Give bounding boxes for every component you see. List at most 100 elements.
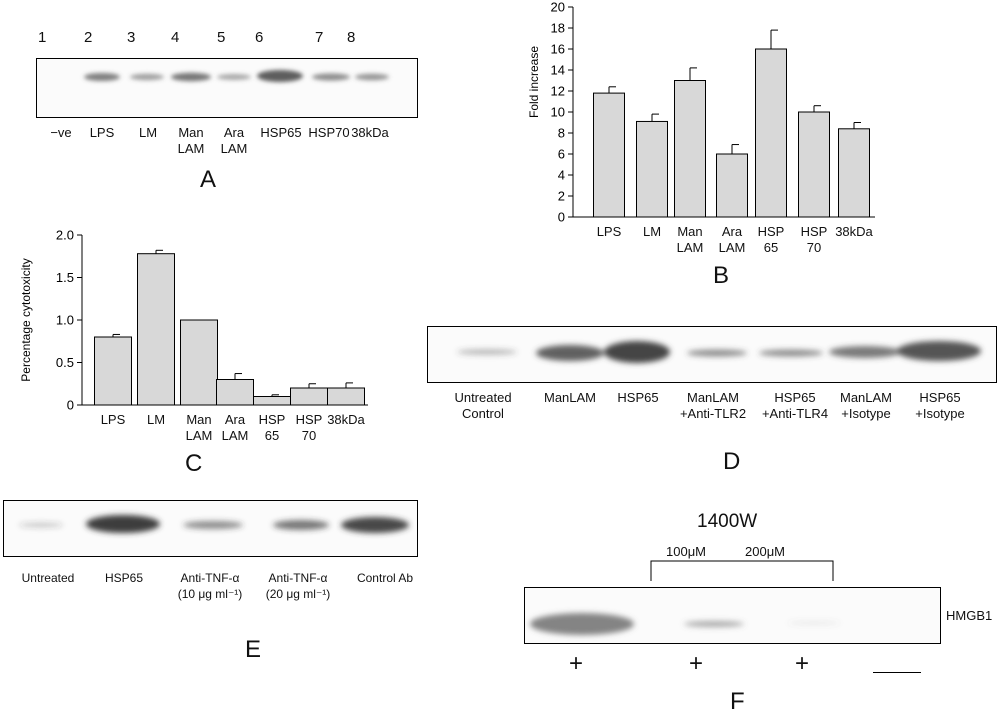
band-e-hsp65 (86, 515, 160, 533)
band-f-lane1 (530, 613, 634, 635)
panel-e-blot (3, 500, 418, 557)
bar-1 (94, 336, 132, 406)
panel-c-category-1: LPS (100, 412, 126, 427)
y-tick-label: 6 (558, 147, 565, 162)
panel-d-letter: D (723, 448, 741, 475)
y-tick-label: 1.5 (56, 270, 74, 285)
panel-e-lane-label-2: HSP65 (104, 571, 144, 585)
bar-3 (180, 319, 218, 406)
band-d-untreated (457, 349, 517, 355)
panel-f-conc-100: 100μM (666, 544, 707, 559)
panel-f-bracket (650, 560, 834, 581)
panel-a-lane-number-2: 2 (84, 29, 93, 46)
band-f-lane2 (684, 621, 744, 627)
panel-f-plus-3: + (795, 650, 810, 677)
y-tick-label: 2 (558, 189, 565, 204)
bar-4 (716, 153, 748, 218)
panel-c-category-3: Man LAM (185, 412, 213, 443)
band-e-anti-tnf-20 (273, 520, 329, 530)
panel-c-category-7: 38kDa (327, 412, 365, 427)
panel-b-category-4: Ara LAM (718, 224, 746, 255)
bar-7 (327, 387, 365, 406)
panel-b-letter: B (713, 262, 730, 289)
bar-1 (593, 92, 625, 218)
band-d-hsp65-isotype (897, 341, 981, 361)
panel-a-lane-label-6: HSP65 (260, 125, 302, 140)
bar-4 (216, 379, 254, 406)
band-a-aralam (217, 74, 251, 80)
panel-f-dash (873, 672, 921, 673)
panel-a-lane-number-7: 7 (315, 29, 324, 46)
panel-d-lane-label-6: ManLAM +Isotype (839, 390, 893, 421)
panel-f-letter: F (730, 688, 745, 715)
band-a-hsp65 (257, 70, 303, 82)
panel-a-lane-number-4: 4 (171, 29, 180, 46)
panel-f-title: 1400W (697, 511, 758, 532)
band-d-manlam-tlr2 (687, 349, 747, 357)
band-a-manlam (171, 72, 211, 82)
panel-a-lane-label-5: Ara LAM (220, 125, 248, 156)
panel-e-lane-label-3: Anti-TNF-α (10 μg ml⁻¹) (177, 571, 243, 601)
panel-d-lane-label-2: ManLAM (543, 390, 597, 405)
band-a-lps (84, 73, 120, 81)
bar-3 (674, 80, 706, 218)
bar-5 (253, 396, 291, 406)
band-f-lane3 (788, 621, 840, 625)
panel-f-band-label: HMGB1 (946, 608, 993, 623)
panel-f-plus-2: + (689, 650, 704, 677)
panel-b-category-3: Man LAM (676, 224, 704, 255)
bar-2 (636, 120, 668, 218)
y-tick-label: 10 (551, 105, 565, 120)
band-a-hsp70 (312, 73, 350, 81)
panel-f-plus-1: + (569, 650, 584, 677)
panel-d-lane-label-1: Untreated Control (454, 390, 512, 421)
y-tick-label: 12 (551, 84, 565, 99)
panel-b-category-2: LM (642, 224, 662, 239)
panel-e-lane-label-4: Anti-TNF-α (20 μg ml⁻¹) (265, 571, 331, 601)
panel-a-blot (36, 58, 418, 118)
band-d-manlam-isotype (829, 346, 901, 358)
y-tick-label: 4 (558, 168, 565, 183)
y-tick-label: 8 (558, 126, 565, 141)
panel-a-lane-number-5: 5 (217, 29, 226, 46)
y-tick-label: 1.0 (56, 313, 74, 328)
bar-6 (290, 387, 328, 406)
panel-f-blot (524, 587, 941, 644)
bar-6 (798, 111, 830, 218)
panel-b-chart: 0 2 4 6 8 10 12 14 16 18 20 Fold increase (527, 0, 875, 225)
bar-7 (838, 128, 870, 218)
y-tick-label: 20 (551, 0, 565, 15)
band-d-hsp65 (604, 341, 670, 363)
band-a-lm (130, 73, 164, 81)
panel-b-category-1: LPS (596, 224, 622, 239)
panel-c-category-2: LM (146, 412, 166, 427)
y-tick-label: 16 (551, 42, 565, 57)
y-axis-label: Fold increase (527, 46, 541, 118)
panel-f-conc-200: 200μM (745, 544, 786, 559)
y-tick-label: 0.5 (56, 355, 74, 370)
band-a-38kda (355, 73, 389, 81)
panel-a-lane-number-1: 1 (38, 29, 47, 46)
bar-5 (755, 48, 787, 218)
panel-a-lane-label-2: LPS (89, 125, 115, 140)
y-tick-label: 2.0 (56, 228, 74, 243)
y-axis-label: Percentage cytotoxicity (19, 258, 33, 381)
panel-a-lane-label-7: HSP70 (308, 125, 350, 140)
panel-a-letter: A (200, 166, 217, 193)
band-e-untreated (19, 522, 63, 528)
y-tick-label: 0 (558, 210, 565, 225)
panel-b-category-6: HSP 70 (800, 224, 828, 255)
panel-d-lane-label-5: HSP65 +Anti-TLR4 (761, 390, 829, 421)
panel-a-lane-label-1: −ve (50, 125, 72, 140)
panel-c-category-6: HSP 70 (295, 412, 323, 443)
panel-c-category-4: Ara LAM (221, 412, 249, 443)
y-tick-label: 18 (551, 21, 565, 36)
band-d-hsp65-tlr4 (759, 349, 823, 357)
panel-d-lane-label-7: HSP65 +Isotype (915, 390, 965, 421)
panel-d-lane-label-3: HSP65 (617, 390, 659, 405)
panel-a-lane-number-3: 3 (127, 29, 136, 46)
panel-a-lane-number-6: 6 (255, 29, 264, 46)
panel-a-lane-number-8: 8 (347, 29, 356, 46)
panel-b-category-7: 38kDa (835, 224, 873, 239)
panel-a-lane-label-8: 38kDa (351, 125, 389, 140)
